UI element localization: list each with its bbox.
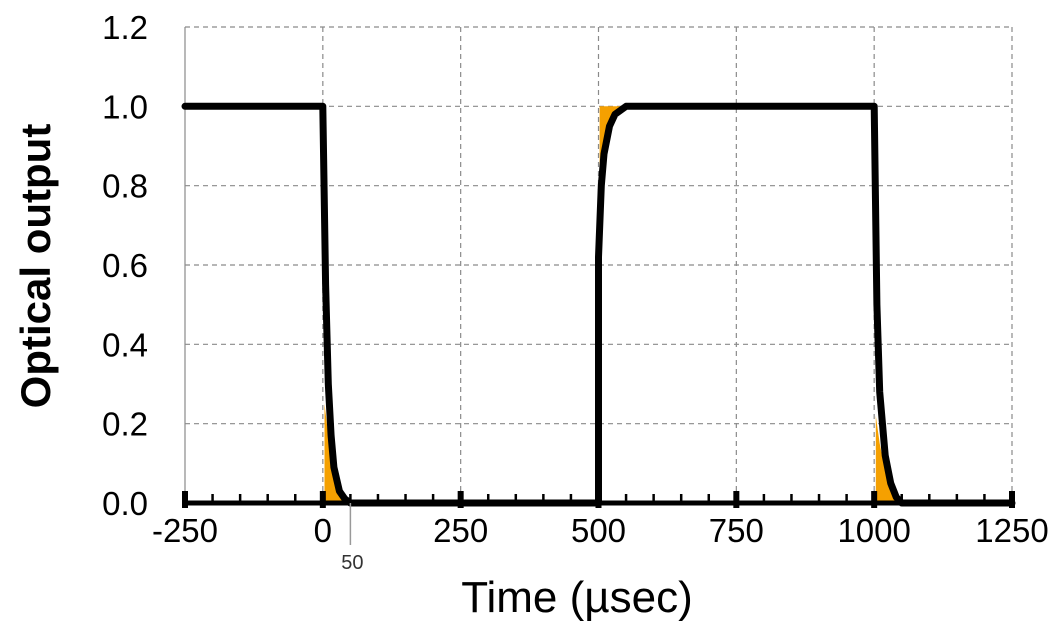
series-line	[181, 102, 1016, 507]
y-tick-label: 0.4	[102, 326, 148, 363]
x-tick-label: 250	[433, 512, 488, 549]
x-tick-label: 500	[571, 512, 626, 549]
y-tick-label: 0.2	[102, 406, 148, 443]
y-tick-label: 0.6	[102, 247, 148, 284]
y-tick-label: 1.0	[102, 88, 148, 125]
series	[181, 102, 1016, 507]
x-tick-label: 1250	[975, 512, 1048, 549]
y-tick-label: 0.0	[102, 485, 148, 522]
x-tick-label: 0	[314, 512, 332, 549]
y-axis-title: Optical output	[12, 124, 59, 409]
annotation-label: 50	[341, 552, 363, 574]
x-tick-label: 750	[709, 512, 764, 549]
tick-labels: -250 0 250 500 750 1000 1250 0.0 0.2 0.4 0.6 0.8 1.0…	[102, 9, 1049, 549]
highlight-region	[875, 415, 902, 503]
highlight-region	[324, 403, 351, 503]
x-tick-label: 1000	[837, 512, 910, 549]
y-tick-label: 0.8	[102, 168, 148, 205]
x-tick-label: -250	[152, 512, 218, 549]
highlight-regions	[324, 106, 902, 503]
y-tick-label: 1.2	[102, 9, 148, 46]
annotations: 50	[341, 503, 364, 574]
x-axis-title: Time (µsec)	[461, 573, 693, 622]
